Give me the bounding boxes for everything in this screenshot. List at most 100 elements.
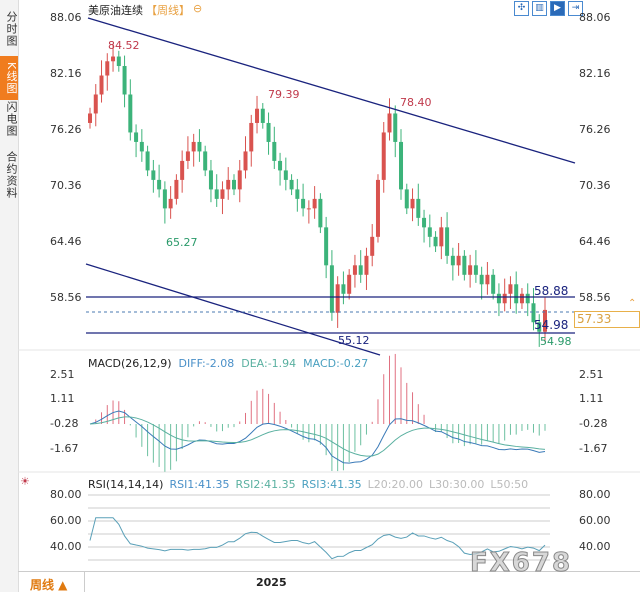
rsi2-value: RSI2:41.35 — [235, 478, 296, 491]
watermark-logo: FX678 — [469, 548, 573, 579]
candle-body — [341, 284, 346, 294]
upper-trendline — [87, 17, 576, 164]
candle-body — [197, 141, 202, 152]
candle-body — [203, 151, 208, 171]
candle-body — [393, 113, 398, 142]
candle-body — [191, 141, 196, 152]
candle-body — [111, 56, 116, 62]
candle-body — [485, 274, 490, 285]
price-tick-right: 64.46 — [579, 234, 611, 248]
tab-contract-info[interactable]: 合约资料 — [5, 151, 18, 199]
candle-body — [134, 132, 139, 142]
tab-kline-chart[interactable]: K线图 — [0, 56, 18, 100]
candle-body — [278, 160, 283, 171]
annotation-low1: 65.27 — [166, 236, 198, 249]
play-icon[interactable]: ▶ — [550, 1, 565, 16]
rsi-tick-left: 60.00 — [50, 514, 82, 527]
candle-body — [324, 227, 329, 266]
l50-value: L50:50 — [490, 478, 529, 491]
candle-body — [525, 293, 530, 304]
price-tick-left: 58.56 — [50, 290, 82, 304]
candle-body — [168, 198, 173, 209]
candle-body — [462, 255, 467, 275]
macd-dea: DEA:-1.94 — [241, 357, 297, 370]
time-axis-bar — [18, 571, 640, 593]
candle-body — [410, 198, 415, 209]
diff-line — [89, 410, 546, 464]
tab-time-chart[interactable]: 分时图 — [5, 11, 18, 47]
rsi-line — [89, 517, 546, 560]
macd-tick-left: 2.51 — [50, 368, 75, 381]
rsi-tick-right: 60.00 — [579, 514, 611, 527]
price-tick-left: 70.36 — [50, 178, 82, 192]
candle-body — [496, 293, 501, 304]
candle-body — [208, 170, 213, 190]
rsi3-value: RSI3:41.35 — [301, 478, 362, 491]
candle-body — [370, 236, 375, 256]
candle-body — [157, 179, 162, 190]
macd-tick-right: -0.28 — [579, 417, 608, 430]
candle-body — [399, 141, 404, 190]
current-price-tag: 57.33 — [574, 311, 640, 328]
candle-body — [508, 284, 513, 294]
macd-value: MACD:-0.27 — [303, 357, 369, 370]
candle-body — [531, 303, 536, 323]
candle-body — [185, 151, 190, 161]
period-label[interactable]: 【周线】 — [146, 4, 190, 17]
candle-body — [214, 189, 219, 199]
candle-body — [450, 255, 455, 266]
fit-icon[interactable]: ✣ — [514, 1, 529, 16]
annotation-low2: 55.12 — [338, 334, 370, 347]
candle-body — [283, 170, 288, 180]
l20-value: L20:20.00 — [367, 478, 423, 491]
candle-body — [249, 122, 254, 152]
price-tick-left: 88.06 — [50, 11, 82, 24]
period-button[interactable]: 周线 ▲ — [30, 578, 68, 592]
divider — [84, 571, 85, 592]
candle-body — [468, 265, 473, 275]
candle-body — [416, 198, 421, 218]
tab-flash-chart[interactable]: 闪电图 — [5, 101, 18, 137]
exit-icon[interactable]: ⇥ — [568, 1, 583, 16]
dea-line — [89, 416, 546, 457]
candle-body — [329, 265, 334, 313]
rsi-tick-right: 40.00 — [579, 540, 611, 553]
candle-body — [543, 309, 547, 332]
candle-body — [272, 141, 277, 161]
candle-body — [139, 141, 144, 152]
candle-body — [479, 274, 484, 285]
settings-icon[interactable]: ☀ — [20, 475, 30, 488]
candle-body — [364, 255, 369, 275]
macd-params: MACD(26,12,9) — [88, 357, 172, 370]
panel-icon[interactable]: ▥ — [532, 1, 547, 16]
price-tick-right: 58.56 — [579, 290, 611, 304]
toolbar: ✣ ▥ ▶ ⇥ — [514, 1, 583, 16]
candle-body — [318, 198, 323, 228]
candle-body — [335, 284, 340, 313]
candle-body — [514, 284, 519, 304]
expand-up-icon[interactable]: ⌃ — [628, 298, 637, 309]
rsi1-value: RSI1:41.35 — [169, 478, 230, 491]
candle-body — [151, 170, 156, 180]
candle-body — [260, 108, 265, 123]
year-label: 2025 — [256, 576, 287, 589]
price-tick-right: 70.36 — [579, 178, 611, 192]
price-tick-left: 76.26 — [50, 122, 82, 136]
price-tick-right: 88.06 — [579, 11, 611, 24]
candle-body — [180, 160, 185, 180]
annotation-high2: 79.39 — [268, 88, 300, 101]
candle-body — [306, 208, 311, 210]
candle-body — [162, 189, 167, 209]
price-tick-left: 82.16 — [50, 66, 82, 80]
candle-body — [255, 108, 260, 123]
candle-body — [473, 265, 478, 275]
chart-header: 美原油连续 【周线】 ⊖ — [88, 2, 202, 18]
collapse-icon[interactable]: ⊖ — [193, 2, 203, 15]
macd-tick-right: -1.67 — [579, 442, 608, 455]
l30-value: L30:30.00 — [429, 478, 485, 491]
candle-body — [433, 236, 438, 247]
candle-body — [491, 274, 496, 294]
macd-tick-left: -0.28 — [50, 417, 79, 430]
candle-body — [537, 322, 542, 332]
